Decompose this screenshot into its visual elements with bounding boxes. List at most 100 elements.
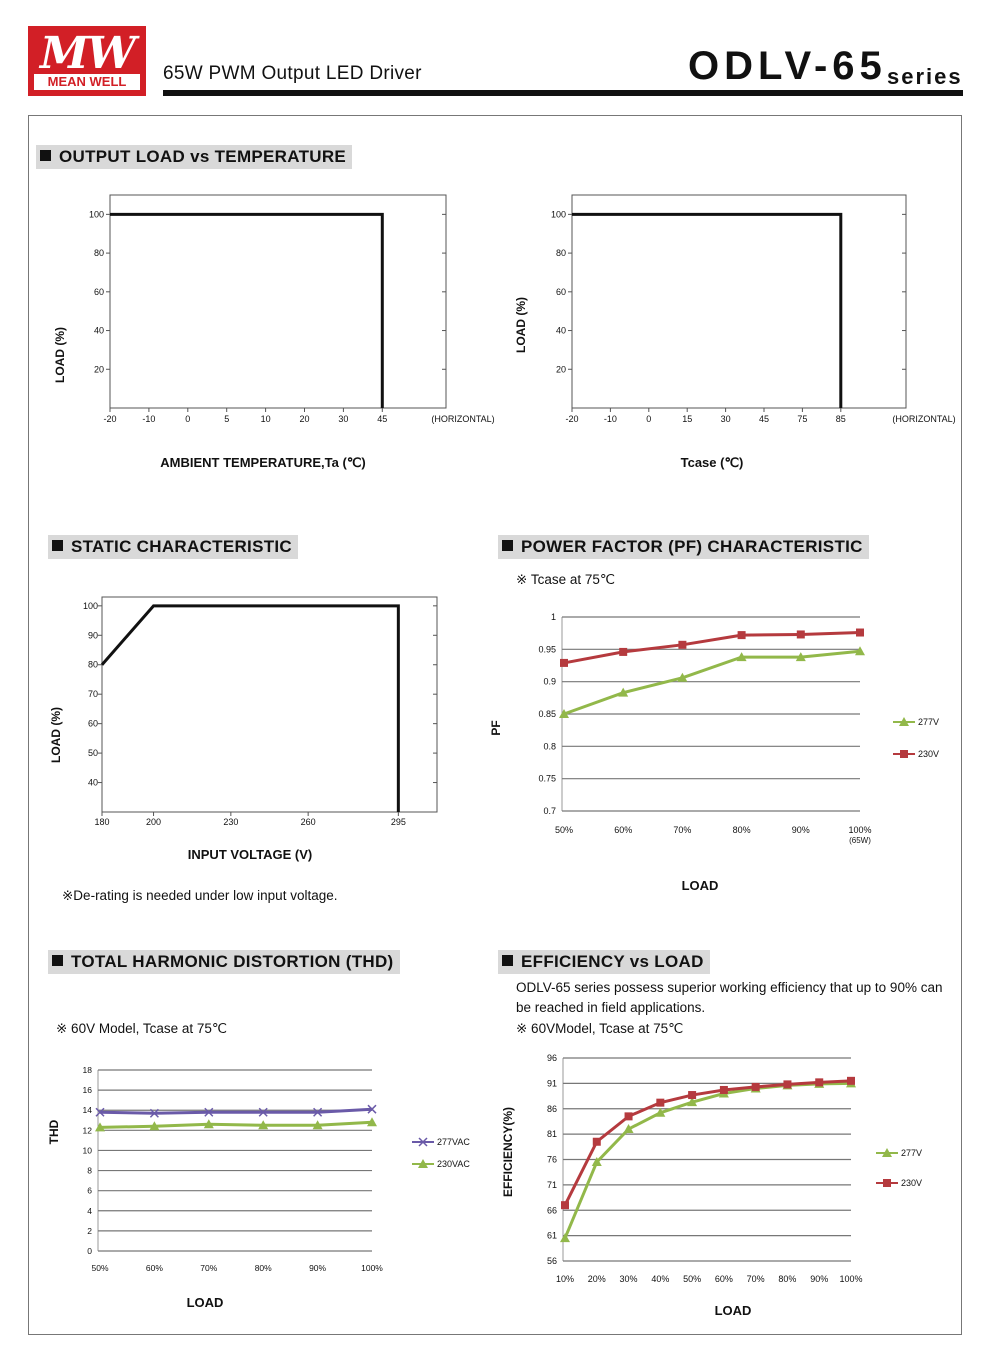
- tcase_derating-x-tick-label: 45: [759, 414, 769, 424]
- series-label: series: [887, 64, 963, 89]
- temp_derating-x-tick-label: 30: [338, 414, 348, 424]
- efficiency-series-277V-point: [655, 1107, 666, 1117]
- efficiency-x-tick-label: 40%: [651, 1274, 669, 1284]
- section-efficiency-title: EFFICIENCY vs LOAD: [521, 952, 704, 971]
- temp_derating-x-tick-label: -10: [142, 414, 155, 424]
- tcase_derating-plot-frame: [571, 194, 907, 409]
- pf-series-277V-point: [855, 646, 865, 656]
- temp_derating-plot-frame: [109, 194, 447, 409]
- efficiency-y-tick-label: 61: [547, 1231, 557, 1241]
- temp_derating-y-tick-label: 60: [94, 287, 104, 297]
- thd-model-note: ※ 60V Model, Tcase at 75℃: [56, 1021, 228, 1036]
- efficiency-x-tick-label: 30%: [620, 1274, 638, 1284]
- tcase_derating-x-tick-label: 15: [682, 414, 692, 424]
- tcase_derating-x-tick-label: (HORIZONTAL): [892, 414, 955, 424]
- efficiency-x-tick-label: 100%: [839, 1274, 862, 1284]
- thd-y-tick-label: 6: [87, 1186, 92, 1196]
- static-y-tick-label: 70: [88, 689, 98, 699]
- efficiency-legend-label: 277V: [901, 1148, 922, 1158]
- section-static-title: STATIC CHARACTERISTIC: [71, 537, 292, 556]
- pf-legend-marker: [900, 750, 908, 758]
- thd-y-tick-label: 0: [87, 1246, 92, 1256]
- static-x-tick-label: 200: [146, 817, 161, 827]
- thd-series-277VAC-point: [204, 1107, 214, 1117]
- thd-legend-marker: [418, 1159, 428, 1168]
- content-frame: [28, 115, 962, 1335]
- efficiency-y-axis-title: EFFICIENCY(%): [501, 1107, 515, 1197]
- derating-note: ※De-rating is needed under low input vol…: [62, 888, 338, 903]
- pf-legend-marker: [899, 717, 909, 726]
- section-pf-title: POWER FACTOR (PF) CHARACTERISTIC: [521, 537, 863, 556]
- efficiency-x-tick-label: 10%: [556, 1274, 574, 1284]
- efficiency-y-tick-label: 81: [547, 1129, 557, 1139]
- efficiency-y-tick-label: 56: [547, 1256, 557, 1266]
- efficiency-y-tick-label: 96: [547, 1053, 557, 1063]
- thd-x-tick-label: 80%: [255, 1263, 272, 1273]
- tcase_derating-y-axis-title: LOAD (%): [514, 297, 528, 353]
- tcase_derating-curve: [572, 212, 843, 408]
- static-y-tick-label: 40: [88, 778, 98, 788]
- thd-legend-label: 230VAC: [437, 1159, 470, 1169]
- pf-x-axis-title: LOAD: [682, 878, 719, 893]
- thd-series-277VAC-line: [99, 1107, 373, 1115]
- pf-series-277V-point: [795, 652, 806, 662]
- efficiency-series-230V-line: [563, 1079, 852, 1206]
- tcase_derating-x-tick-label: 30: [721, 414, 731, 424]
- static-y-tick-label: 80: [88, 660, 98, 670]
- efficiency-legend-marker: [883, 1179, 891, 1187]
- thd-series-230VAC-point: [312, 1120, 323, 1130]
- thd-series-277VAC-point: [258, 1107, 268, 1117]
- efficiency-x-tick-label: 70%: [747, 1274, 765, 1284]
- mean-well-logo: MW MEAN WELL: [28, 26, 146, 96]
- section-derating: OUTPUT LOAD vs TEMPERATURE: [36, 145, 353, 169]
- efficiency-legend-marker: [882, 1148, 892, 1157]
- pf-x-tick-label: 80%: [733, 825, 751, 835]
- pf-series-277V-line: [563, 649, 861, 716]
- tcase_derating-x-tick-label: -10: [604, 414, 617, 424]
- efficiency-x-tick-label: 50%: [683, 1274, 701, 1284]
- tcase_derating-x-tick-label: -20: [565, 414, 578, 424]
- efficiency-series-230V-point: [719, 1085, 728, 1094]
- static-x-axis-title: INPUT VOLTAGE (V): [188, 847, 312, 862]
- temp_derating-x-tick-label: 5: [224, 414, 229, 424]
- efficiency-series-230V-point: [815, 1078, 824, 1087]
- pf-legend-label: 230V: [918, 749, 939, 759]
- pf-series-277V-point: [559, 709, 569, 718]
- pf-x-tick-sublabel: (65W): [849, 836, 871, 845]
- static-x-tick-label: 260: [301, 817, 316, 827]
- static-y-tick-label: 60: [88, 719, 98, 729]
- pf-y-axis-title: PF: [489, 720, 503, 735]
- tcase_derating-y-tick-label: 20: [556, 364, 566, 374]
- efficiency-desc-line1: ODLV-65 series possess superior working …: [516, 980, 943, 995]
- efficiency-y-tick-label: 86: [547, 1104, 557, 1114]
- logo-text: MEAN WELL: [34, 74, 140, 90]
- section-thd: TOTAL HARMONIC DISTORTION (THD): [48, 950, 400, 974]
- pf-y-tick-label: 0.9: [543, 677, 556, 687]
- pf-tcase-note: ※ Tcase at 75℃: [516, 572, 616, 587]
- pf-y-tick-label: 0.95: [538, 644, 556, 654]
- efficiency-series-277V-point: [623, 1124, 634, 1134]
- efficiency-x-tick-label: 60%: [715, 1274, 733, 1284]
- thd-legend-marker: [418, 1137, 428, 1147]
- section-efficiency: EFFICIENCY vs LOAD: [498, 950, 710, 974]
- product-subtitle: 65W PWM Output LED Driver: [163, 63, 422, 84]
- static-x-tick-label: 230: [223, 817, 238, 827]
- pf-y-tick-label: 0.85: [538, 709, 556, 719]
- bullet-square: [502, 540, 513, 551]
- tcase_derating-x-axis-title: Tcase (℃): [681, 455, 744, 470]
- efficiency-series-230V-point: [688, 1091, 697, 1100]
- thd-y-tick-label: 18: [83, 1065, 93, 1075]
- efficiency-series-277V-line: [563, 1081, 852, 1239]
- thd-y-tick-label: 12: [83, 1125, 93, 1135]
- static-y-axis-title: LOAD (%): [49, 707, 63, 763]
- efficiency-legend-label: 230V: [901, 1178, 922, 1188]
- temp_derating-y-tick-label: 40: [94, 326, 104, 336]
- bullet-square: [502, 955, 513, 966]
- thd-series-277VAC-point: [149, 1108, 159, 1118]
- tcase_derating-y-tick-label: 40: [556, 326, 566, 336]
- efficiency-y-tick-label: 91: [547, 1078, 557, 1088]
- static-x-tick-label: 295: [391, 817, 406, 827]
- efficiency-series-230V-point: [751, 1082, 760, 1091]
- temp_derating-x-tick-label: -20: [103, 414, 116, 424]
